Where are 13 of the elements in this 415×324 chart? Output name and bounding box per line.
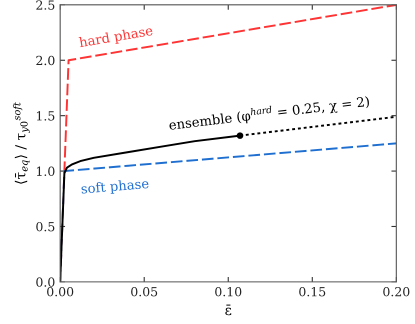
y-tick-label: 0.0	[36, 277, 54, 287]
y-tick-label: 2.0	[36, 56, 54, 66]
y-axis-title: ⟨τ̄$_{eq}$⟩ / τ$_{y0}$$^{soft}$	[12, 102, 30, 184]
x-tick-label: 0.05	[131, 286, 158, 296]
x-tick-label: 0.20	[383, 286, 410, 296]
y-tick-label: 2.5	[36, 0, 54, 10]
x-tick-label: 0.15	[299, 286, 326, 296]
x-tick-label: 0.00	[47, 286, 74, 296]
x-axis-title: ε̄	[225, 304, 232, 316]
x-tick-label: 0.10	[215, 286, 242, 296]
y-tick-label: 1.0	[36, 166, 54, 176]
y-tick-label: 0.5	[36, 222, 54, 232]
y-tick-label: 1.5	[36, 111, 54, 121]
